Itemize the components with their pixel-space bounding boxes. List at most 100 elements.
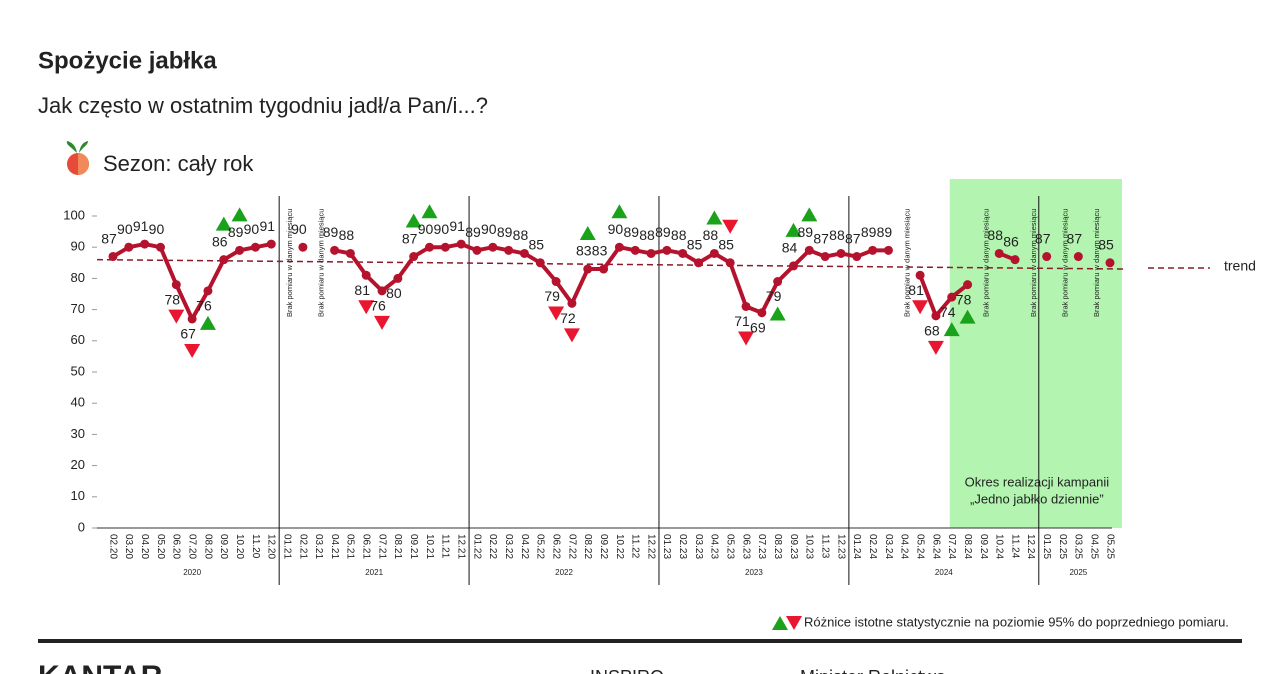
data-label: 90 [481, 221, 497, 237]
significance-up [231, 207, 248, 222]
significance-up [611, 204, 628, 219]
apple-icon [66, 141, 89, 175]
data-label: 88 [829, 227, 845, 243]
x-tick-label: 08.21 [392, 534, 403, 559]
y-tick-label: 100 [63, 207, 85, 222]
x-tick-label: 12.21 [456, 534, 467, 559]
x-tick-label: 12.23 [835, 534, 846, 559]
data-label: 69 [750, 319, 766, 335]
data-label: 87 [813, 230, 829, 246]
data-label: 89 [497, 224, 513, 240]
missing-note: Brak pomiaru w danym miesiącu [981, 209, 990, 317]
x-tick-label: 01.21 [281, 534, 292, 559]
point [725, 258, 735, 268]
data-label: 90 [149, 221, 165, 237]
point [614, 242, 624, 252]
x-tick-label: 02.21 [297, 534, 308, 559]
campaign-area [949, 179, 1122, 528]
x-tick-label: 10.21 [424, 534, 435, 559]
data-label: 89 [323, 224, 339, 240]
x-tick-label: 09.20 [218, 534, 229, 559]
data-label: 78 [165, 291, 181, 307]
legend-trend-label: trend [1224, 258, 1256, 274]
x-tick-label: 11.22 [630, 534, 641, 559]
x-tick-label: 01.24 [851, 534, 862, 559]
point [804, 245, 814, 255]
y-tick-label: 30 [71, 426, 85, 441]
data-label: 85 [718, 237, 734, 253]
x-tick-label: 06.20 [171, 534, 182, 559]
subtitle: Jak często w ostatnim tygodniu jadł/a Pa… [38, 93, 488, 118]
x-tick-label: 02.23 [677, 534, 688, 559]
x-tick-label: 09.22 [598, 534, 609, 559]
campaign-label: „Jedno jabłko dziennie” [970, 491, 1104, 506]
y-tick-label: 80 [71, 270, 85, 285]
data-label: 83 [592, 243, 608, 259]
point [868, 245, 878, 255]
significance-down [548, 306, 565, 321]
y-tick-label: 90 [71, 239, 85, 254]
x-tick-label: 09.23 [788, 534, 799, 559]
point [947, 292, 957, 302]
data-label: 89 [798, 224, 814, 240]
x-tick-label: 10.23 [804, 534, 815, 559]
significance-up [785, 222, 802, 237]
data-label: 76 [370, 298, 386, 314]
significance-up [959, 309, 976, 324]
point [377, 286, 387, 296]
year-label: 2023 [745, 568, 763, 577]
data-label: 91 [133, 218, 149, 234]
data-label: 88 [671, 227, 687, 243]
point [852, 252, 862, 262]
point [187, 314, 197, 324]
missing-note: Brak pomiaru w danym miesiącu [902, 209, 911, 317]
significance-up [943, 322, 960, 337]
significance-note: Różnice istotne statystycznie na poziomi… [804, 614, 1229, 629]
data-label: 85 [528, 237, 544, 253]
x-tick-label: 08.20 [202, 534, 213, 559]
point [250, 242, 260, 252]
significance-up [421, 204, 438, 219]
point [330, 245, 340, 255]
significance-up [405, 213, 422, 228]
x-tick-label: 05.25 [1104, 534, 1115, 559]
data-label: 81 [354, 282, 370, 298]
data-label: 72 [560, 310, 576, 326]
missing-note: Brak pomiaru w danym miesiącu [1029, 209, 1038, 317]
x-tick-label: 06.24 [930, 534, 941, 559]
point [519, 248, 529, 258]
data-label: 88 [339, 227, 355, 243]
data-label: 90 [418, 221, 434, 237]
point [551, 277, 561, 287]
x-tick-label: 07.20 [186, 534, 197, 559]
trend-line [96, 258, 1127, 270]
data-label: 81 [908, 282, 924, 298]
data-label: 89 [623, 224, 639, 240]
x-tick-label: 12.20 [266, 534, 277, 559]
significance-up [199, 315, 216, 330]
data-label: 86 [212, 233, 228, 249]
point [298, 242, 308, 252]
data-label: 90 [117, 221, 133, 237]
x-tick-label: 05.22 [535, 534, 546, 559]
significance-down [358, 300, 375, 315]
point [124, 242, 134, 252]
significance-down [738, 331, 755, 346]
data-label: 91 [449, 218, 465, 234]
x-tick-label: 05.24 [914, 534, 925, 559]
y-tick-label: 10 [71, 488, 85, 503]
x-tick-label: 08.24 [962, 534, 973, 559]
data-label: 89 [877, 224, 893, 240]
title: Spożycie jabłka [38, 47, 217, 74]
x-tick-label: 04.24 [899, 534, 910, 559]
data-label: 84 [782, 240, 798, 256]
data-label: 88 [639, 227, 655, 243]
significance-up [769, 306, 786, 321]
point [646, 248, 656, 258]
data-label: 89 [861, 224, 877, 240]
missing-note: Brak pomiaru w danym miesiącu [317, 209, 326, 317]
x-tick-label: 04.25 [1089, 534, 1100, 559]
x-tick-label: 10.22 [614, 534, 625, 559]
point [567, 298, 577, 308]
point [155, 242, 165, 252]
